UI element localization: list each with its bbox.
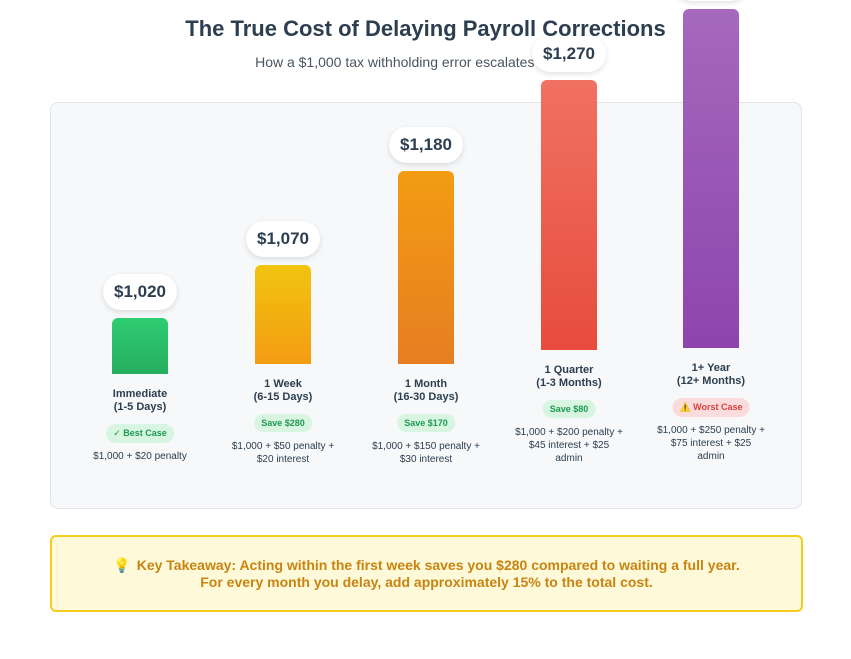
cost-breakdown-3: $1,000 + $150 penalty + $30 interest — [364, 440, 489, 466]
cost-breakdown-line: $1,000 + $250 penalty + — [657, 425, 765, 436]
value-label-4: $1,270 — [532, 35, 606, 72]
takeaway-line-1: 💡 Key Takeaway: Acting within the first w… — [113, 557, 739, 574]
takeaway-text-1: Key Takeaway: Acting within the first we… — [136, 556, 740, 573]
category-label-line: (1-5 Days) — [113, 401, 167, 413]
category-label-5: 1+ Year (12+ Months) — [646, 362, 776, 388]
value-label-5: $1,350 — [674, 0, 748, 2]
key-takeaway-box: 💡 Key Takeaway: Acting within the first w… — [50, 535, 803, 612]
cost-breakdown-line: $1,000 + $150 penalty + — [372, 441, 480, 452]
bar-5 — [683, 9, 739, 348]
cost-breakdown-line: admin — [697, 451, 725, 462]
category-label-4: 1 Quarter (1-3 Months) — [504, 364, 634, 390]
category-label-1: Immediate (1-5 Days) — [75, 388, 205, 414]
savings-badge: Save $280 — [254, 414, 312, 432]
value-label-2: $1,070 — [246, 221, 320, 257]
cost-breakdown-4: $1,000 + $200 penalty + $45 interest + $2… — [507, 426, 632, 465]
category-label-line: 1 Month — [404, 378, 448, 390]
cost-breakdown-line: $75 interest + $25 — [670, 438, 752, 449]
cost-breakdown-line: admin — [555, 453, 583, 464]
category-label-line: (1-3 Months) — [536, 377, 602, 389]
lightbulb-icon: 💡 — [113, 556, 131, 573]
category-label-line: (6-15 Days) — [253, 391, 313, 403]
savings-badge: ✓ Best Case — [106, 424, 174, 443]
cost-breakdown-line: $1,000 + $50 penalty + — [231, 441, 335, 452]
category-label-line: 1 Quarter — [544, 364, 594, 376]
chart-subtitle: How a $1,000 tax withholding error escal… — [255, 54, 596, 70]
category-label-line: (16-30 Days) — [393, 391, 459, 403]
category-label-2: 1 Week (6-15 Days) — [218, 378, 348, 404]
value-label-3: $1,180 — [389, 126, 463, 163]
bar-4 — [541, 79, 597, 350]
category-label-3: 1 Month (16-30 Days) — [361, 378, 491, 404]
worst-case-badge: ⚠️ Worst Case — [672, 398, 750, 417]
takeaway-line-2: For every month you delay, add approxima… — [200, 573, 653, 590]
cost-breakdown-line: $45 interest + $25 — [528, 440, 610, 451]
category-label-line: 1+ Year — [691, 362, 731, 374]
cost-breakdown-line: $1,000 + $200 penalty + — [515, 427, 623, 438]
cost-breakdown-line: $30 interest — [399, 454, 453, 465]
bar-2 — [255, 265, 311, 364]
cost-breakdown-1: $1,000 + $20 penalty — [78, 450, 203, 463]
category-label-line: 1 Week — [264, 378, 302, 390]
value-label-1: $1,020 — [103, 273, 177, 310]
bar-1 — [112, 317, 168, 374]
category-label-line: Immediate — [112, 388, 168, 400]
savings-badge: Save $80 — [542, 400, 596, 418]
savings-badge: Save $170 — [397, 414, 455, 432]
cost-breakdown-2: $1,000 + $50 penalty + $20 interest — [221, 440, 346, 466]
cost-breakdown-line: $20 interest — [256, 454, 310, 465]
bar-3 — [398, 170, 454, 364]
cost-breakdown-5: $1,000 + $250 penalty + $75 interest + $2… — [649, 424, 774, 463]
category-label-line: (12+ Months) — [676, 375, 746, 387]
cost-breakdown-line: $1,000 + $20 penalty — [93, 451, 187, 462]
